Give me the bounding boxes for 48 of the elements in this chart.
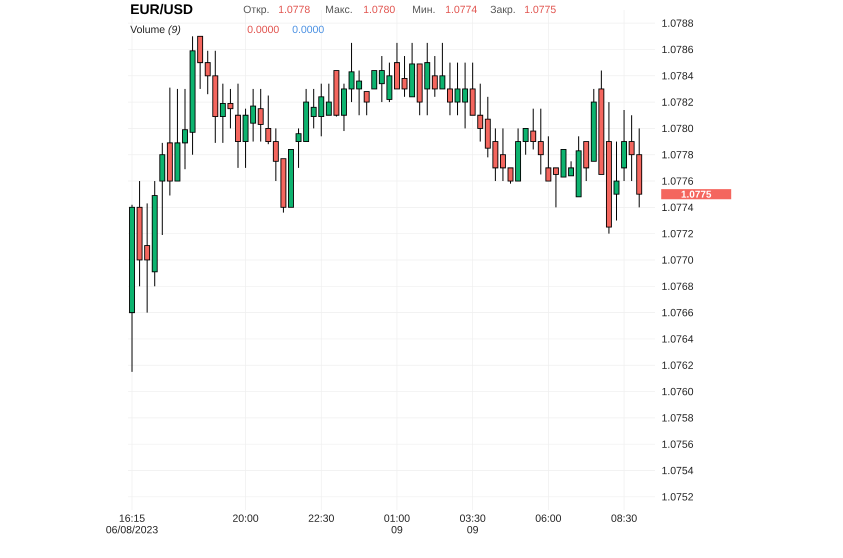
y-tick-label: 1.0776 (662, 177, 694, 185)
y-tick-label: 1.0770 (662, 256, 694, 264)
annotation: Мин. (413, 6, 434, 13)
y-tick-label: 1.0762 (662, 362, 693, 369)
annotation: 0.0000 (292, 26, 324, 34)
y-tick-label: 1.0780 (662, 124, 694, 132)
annotation: 1.0775 (525, 6, 556, 14)
annotation: 0.0000 (248, 26, 279, 34)
candlestick (530, 108, 536, 150)
candlestick (538, 108, 544, 175)
candlestick (477, 83, 484, 142)
x-tick-label: 03:30 09 (460, 514, 486, 534)
y-tick-label: 1.0782 (662, 98, 693, 106)
y-tick-label: 1.0772 (662, 230, 693, 238)
x-tick-label: 22:30 (308, 514, 334, 522)
candlestick (204, 50, 211, 95)
y-tick-label: 1.0752 (662, 493, 693, 501)
text: Volume (9) (130, 25, 180, 36)
candlestick (265, 95, 272, 145)
chart-title: EUR/USD (131, 4, 192, 14)
candlestick (258, 88, 264, 142)
y-tick-label: 1.0764 (662, 335, 694, 343)
y-tick-label: 1.0774 (662, 204, 694, 212)
y-tick-label: 1.0786 (662, 46, 694, 54)
y-tick-label: 1.0758 (662, 414, 694, 422)
x-tick-label: 08:30 (611, 514, 637, 522)
y-tick-label: 1.0756 (662, 440, 694, 448)
annotation: Откр. (244, 6, 268, 16)
candlestick (364, 91, 370, 116)
x-tick-label: 20:00 (233, 514, 258, 522)
candlestick (318, 83, 324, 137)
x-tick-label: 06:00 (536, 514, 562, 522)
annotation: 1.0780 (364, 6, 395, 14)
annotation: Закр. (490, 6, 515, 16)
y-tick-label: 1.0778 (662, 151, 694, 158)
candlestick (371, 70, 378, 90)
annotation: Макс. (326, 6, 352, 14)
annotation: 1.0778 (279, 6, 310, 14)
x-tick-label: 01:00 09 (384, 514, 410, 534)
y-tick-label: 1.0766 (662, 308, 694, 316)
y-tick-label: 1.0784 (662, 72, 694, 80)
y-tick-label: 1.0760 (662, 388, 694, 396)
text: 1.0775 (682, 190, 712, 198)
y-tick-label: 1.0788 (662, 19, 694, 27)
y-tick-label: 1.0754 (662, 466, 694, 474)
annotation: 1.0774 (446, 6, 477, 14)
x-tick-label: 16:15 06/08/2023 (106, 514, 158, 534)
y-tick-label: 1.0768 (662, 282, 694, 290)
